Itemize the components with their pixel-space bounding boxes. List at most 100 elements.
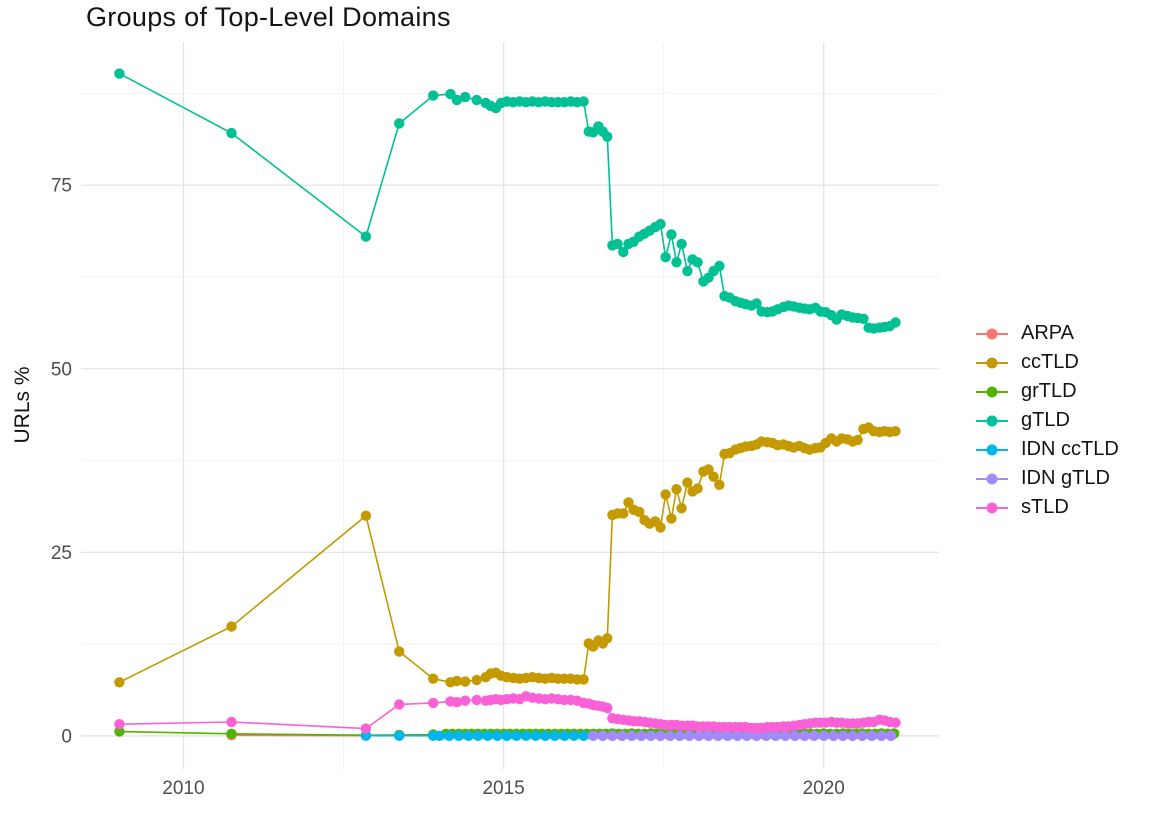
series-point-sTLD <box>890 717 901 728</box>
series-point-IDN-ccTLD <box>394 730 405 741</box>
series-point-gTLD <box>471 94 482 106</box>
series-point-IDN-gTLD <box>789 730 801 741</box>
series-point-ccTLD <box>692 483 703 494</box>
series-point-IDN-gTLD <box>712 730 724 741</box>
series-point-gTLD <box>714 260 725 272</box>
y-tick-label: 0 <box>61 726 72 747</box>
series-point-ccTLD <box>226 621 237 632</box>
series-point-gTLD <box>692 257 703 268</box>
series-point-ccTLD <box>852 434 863 446</box>
series-point-IDN-gTLD <box>645 730 657 741</box>
legend-item-gTLD: gTLD <box>976 406 1119 435</box>
series-point-gTLD <box>666 229 677 240</box>
y-tick-label: 25 <box>51 543 72 564</box>
series-point-IDN-ccTLD <box>540 730 551 741</box>
series-point-IDN-ccTLD <box>492 730 503 741</box>
series-point-gTLD <box>394 118 405 129</box>
series-point-gTLD <box>226 127 237 139</box>
series-point-IDN-gTLD <box>799 730 810 741</box>
series-point-IDN-gTLD <box>741 730 753 741</box>
series-point-IDN-gTLD <box>693 730 705 741</box>
legend-key-icon <box>976 473 1008 484</box>
series-point-gTLD <box>451 94 463 106</box>
series-point-gTLD <box>676 238 687 250</box>
series-point-IDN-gTLD <box>828 730 839 741</box>
series-point-IDN-gTLD <box>808 730 820 741</box>
series-point-IDN-gTLD <box>655 730 666 741</box>
series-point-IDN-ccTLD <box>549 730 560 741</box>
legend-label: ARPA <box>1021 322 1074 344</box>
series-point-IDN-gTLD <box>837 730 849 741</box>
series-point-ccTLD <box>602 633 613 644</box>
series-point-gTLD <box>428 90 439 101</box>
legend-key-dot <box>986 357 998 368</box>
series-point-IDN-gTLD <box>732 730 743 741</box>
legend-label: grTLD <box>1021 380 1077 402</box>
series-point-ccTLD <box>708 471 719 482</box>
series-point-ccTLD <box>623 497 634 508</box>
series-point-IDN-gTLD <box>876 730 887 741</box>
series-point-IDN-gTLD <box>857 730 868 741</box>
legend-key-dot <box>986 444 998 455</box>
legend-item-ccTLD: ccTLD <box>976 348 1119 377</box>
series-point-grTLD <box>226 728 237 739</box>
series-point-IDN-ccTLD <box>472 730 484 741</box>
series-point-ccTLD <box>114 677 125 688</box>
series-point-gTLD <box>655 218 666 230</box>
series-point-IDN-gTLD <box>760 730 772 741</box>
series-point-IDN-gTLD <box>674 730 685 741</box>
series-point-IDN-ccTLD <box>559 730 570 741</box>
legend-key-icon <box>976 386 1008 397</box>
legend-item-sTLD: sTLD <box>976 493 1119 522</box>
x-tick-label: 2010 <box>162 778 204 799</box>
series-point-gTLD <box>602 131 613 142</box>
series-point-gTLD <box>751 298 762 309</box>
chart-title: Groups of Top-Level Domains <box>86 2 451 32</box>
series-point-IDN-ccTLD <box>530 730 541 741</box>
x-tick-label: 2020 <box>803 778 845 799</box>
series-point-IDN-ccTLD <box>482 730 493 741</box>
legend-key-icon <box>976 415 1008 426</box>
legend-key-icon <box>976 357 1008 368</box>
series-point-IDN-gTLD <box>588 730 599 741</box>
legend-item-IDN-ccTLD: IDN ccTLD <box>976 435 1119 464</box>
series-point-IDN-gTLD <box>818 730 829 741</box>
series-point-gTLD <box>360 231 372 242</box>
series-point-sTLD <box>428 697 439 709</box>
series-point-gTLD <box>612 238 623 250</box>
legend-label: IDN gTLD <box>1021 467 1110 489</box>
series-point-sTLD <box>602 702 613 714</box>
series-point-sTLD <box>226 716 237 728</box>
legend-key-icon <box>976 328 1008 339</box>
series-point-sTLD <box>460 695 471 706</box>
series-point-gTLD <box>660 252 671 263</box>
series-point-ccTLD <box>703 464 714 475</box>
series-point-IDN-gTLD <box>607 730 618 741</box>
series-point-ccTLD <box>460 676 471 687</box>
series-point-IDN-gTLD <box>636 730 647 741</box>
series-point-IDN-ccTLD <box>501 730 512 741</box>
x-tick-label: 2015 <box>482 778 524 799</box>
y-tick-label: 50 <box>51 359 72 380</box>
series-point-IDN-ccTLD <box>434 730 445 741</box>
series-point-ccTLD <box>660 489 671 500</box>
legend-item-ARPA: ARPA <box>976 319 1119 348</box>
series-point-IDN-gTLD <box>684 730 695 741</box>
series-point-IDN-ccTLD <box>568 730 580 741</box>
series-point-ccTLD <box>618 508 629 519</box>
series-point-grTLD <box>114 726 125 737</box>
series-point-IDN-ccTLD <box>453 730 464 741</box>
series-point-IDN-ccTLD <box>463 730 474 741</box>
legend-key-dot <box>986 386 998 397</box>
series-point-ccTLD <box>655 522 666 533</box>
series-point-IDN-ccTLD <box>520 730 532 741</box>
legend-item-IDN-gTLD: IDN gTLD <box>976 464 1119 493</box>
series-point-IDN-gTLD <box>664 730 676 741</box>
series-point-ccTLD <box>394 646 405 657</box>
series-point-ccTLD <box>666 513 677 524</box>
series-point-IDN-ccTLD <box>444 730 455 741</box>
series-point-ccTLD <box>676 503 687 514</box>
series-point-gTLD <box>858 313 869 324</box>
series-point-gTLD <box>114 68 125 79</box>
